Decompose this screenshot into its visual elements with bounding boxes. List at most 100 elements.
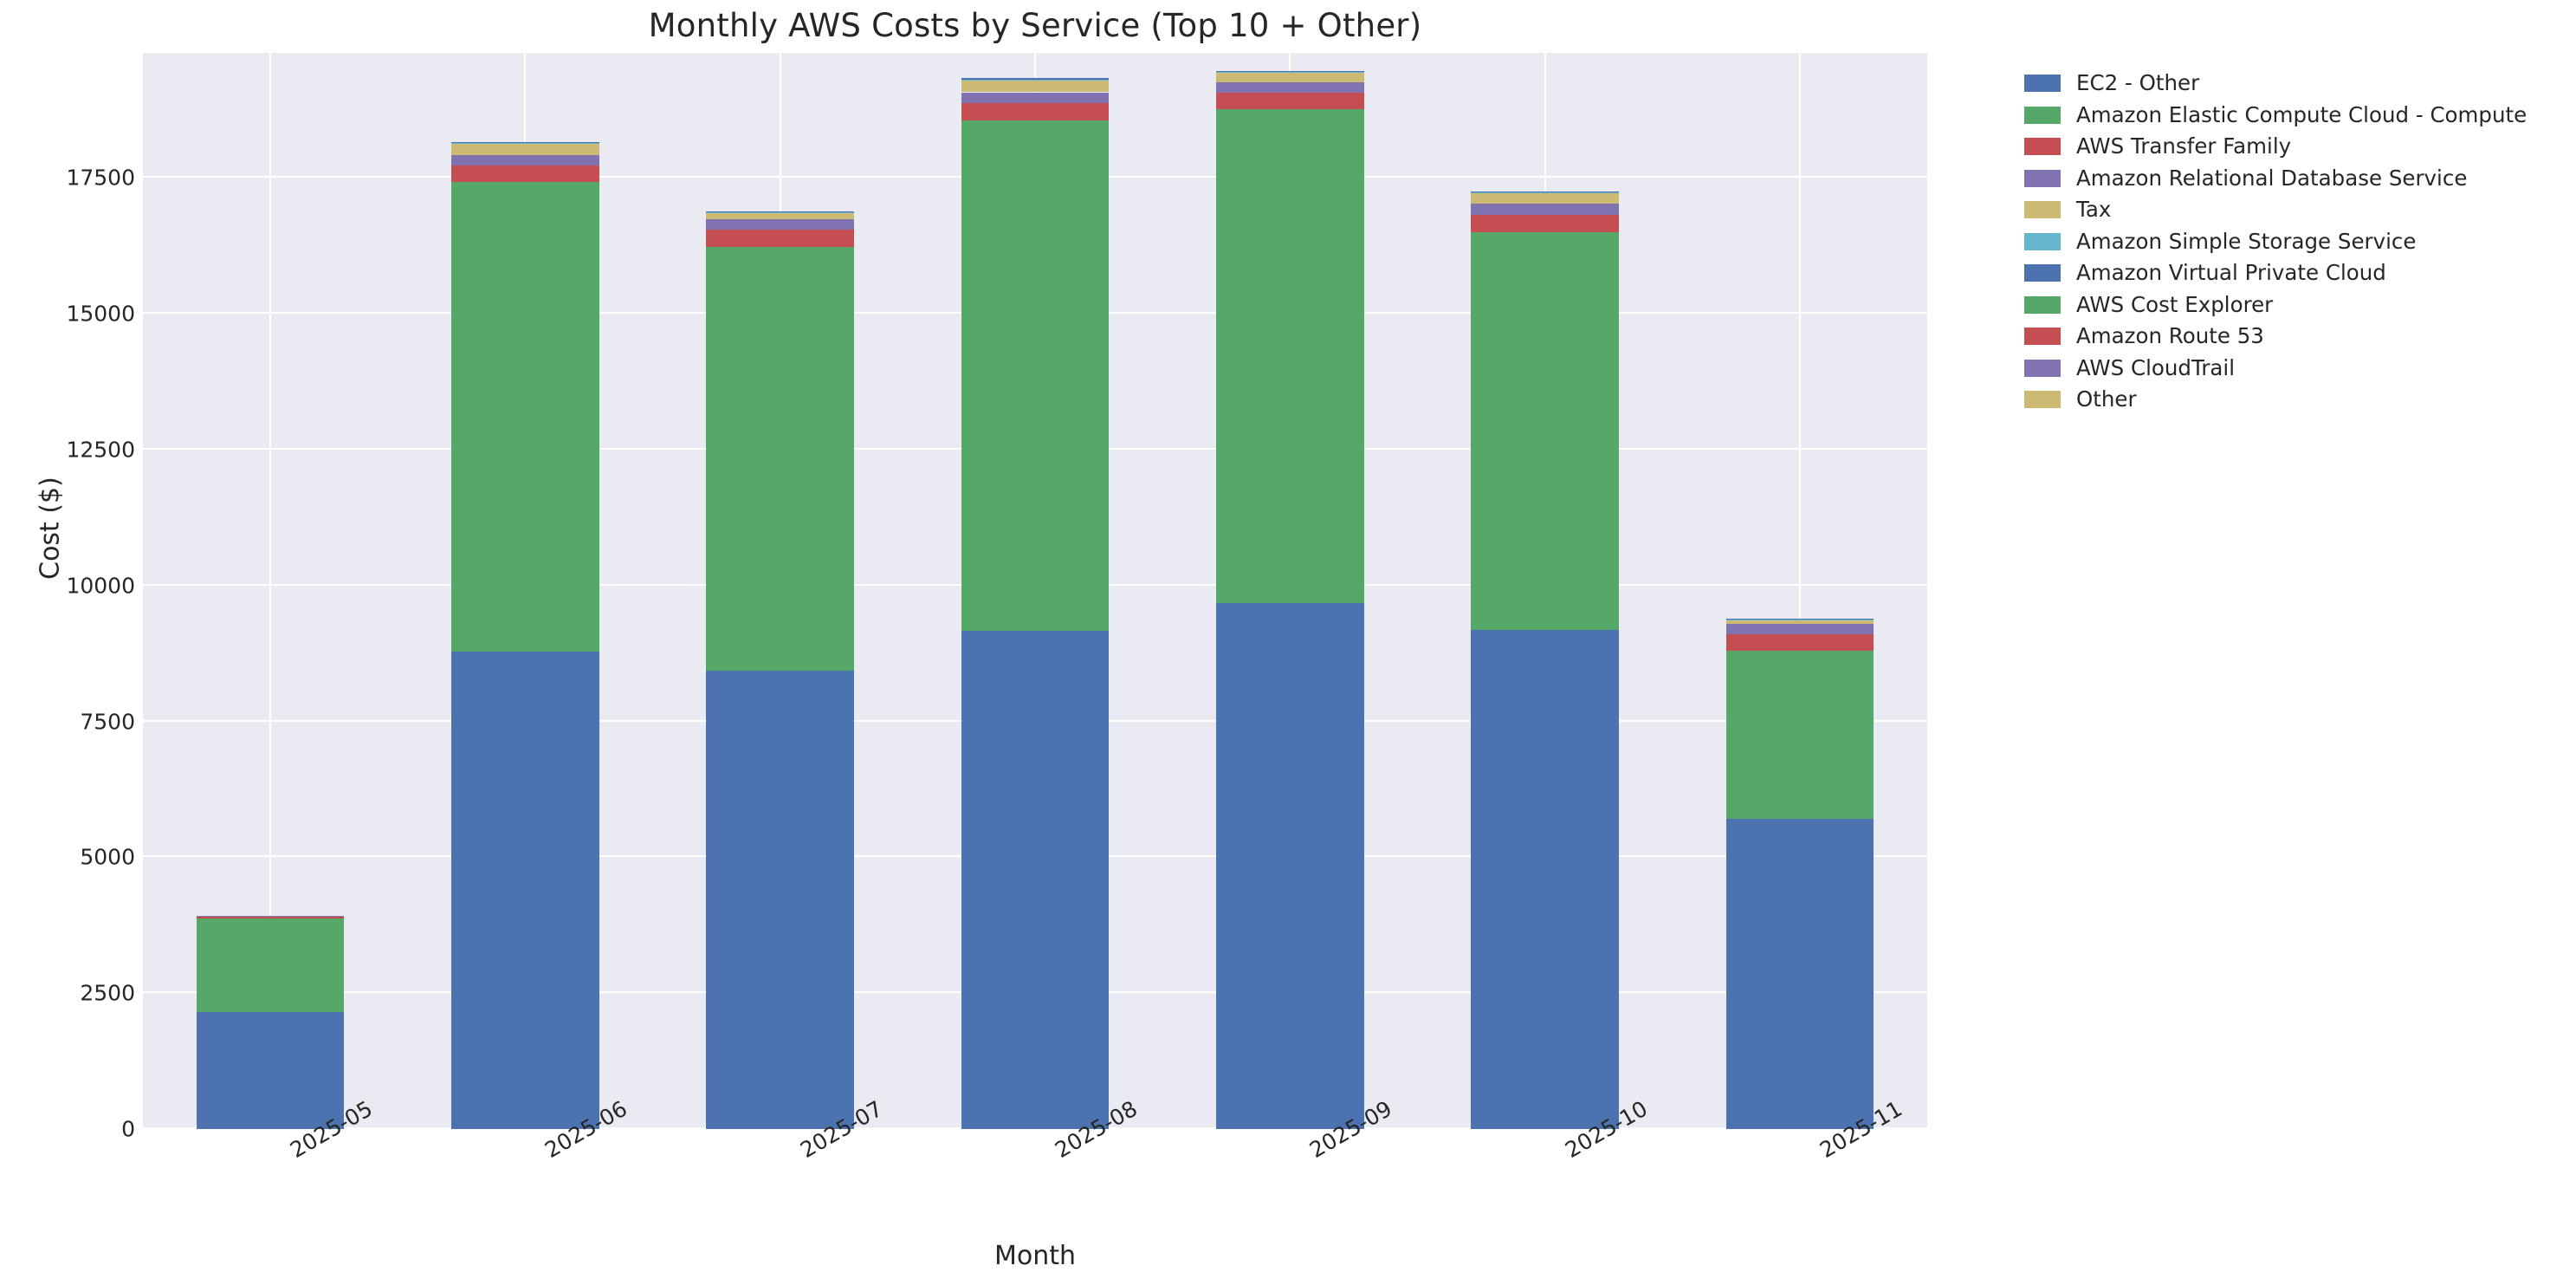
legend-item[interactable]: Amazon Virtual Private Cloud xyxy=(2024,257,2561,289)
x-tick-label: 2025-10 xyxy=(1560,1095,1652,1164)
bar-segment[interactable] xyxy=(1215,70,1364,72)
bar-segment[interactable] xyxy=(196,1012,345,1129)
bar-segment[interactable] xyxy=(1471,232,1619,631)
bar-segment[interactable] xyxy=(706,229,855,247)
bar-segment[interactable] xyxy=(1725,819,1874,1129)
bar-segment[interactable] xyxy=(961,79,1110,81)
bar-2025-10[interactable] xyxy=(1471,191,1619,1129)
bar-segment[interactable] xyxy=(451,143,599,145)
bar-segment[interactable] xyxy=(1725,620,1874,624)
legend-label: Tax xyxy=(2076,197,2112,222)
legend-label: EC2 - Other xyxy=(2076,70,2200,95)
bar-segment[interactable] xyxy=(961,81,1110,93)
legend-label: Other xyxy=(2076,386,2137,412)
legend-label: Amazon Simple Storage Service xyxy=(2076,228,2417,254)
bar-segment[interactable] xyxy=(706,213,855,219)
y-tick-label: 12500 xyxy=(66,437,135,463)
bar-segment[interactable] xyxy=(1725,633,1874,651)
x-tick-label: 2025-08 xyxy=(1051,1095,1142,1164)
legend-item[interactable]: AWS Cost Explorer xyxy=(2024,289,2561,321)
legend-label: AWS Cost Explorer xyxy=(2076,291,2274,317)
legend-item[interactable]: Amazon Route 53 xyxy=(2024,321,2561,353)
bar-segment[interactable] xyxy=(706,246,855,671)
legend-color-swatch xyxy=(2024,169,2061,187)
bar-segment[interactable] xyxy=(961,630,1110,1129)
bar-segment[interactable] xyxy=(1471,192,1619,194)
bar-segment[interactable] xyxy=(706,670,855,1129)
bar-segment[interactable] xyxy=(961,77,1110,80)
legend-color-swatch xyxy=(2024,106,2061,124)
bar-segment[interactable] xyxy=(451,144,599,155)
gridline-vertical xyxy=(1798,53,1801,1129)
bar-segment[interactable] xyxy=(451,652,599,1129)
bar-segment[interactable] xyxy=(706,212,855,214)
bar-segment[interactable] xyxy=(196,915,345,917)
bar-segment[interactable] xyxy=(1215,602,1364,1129)
legend-item[interactable]: EC2 - Other xyxy=(2024,68,2561,100)
x-axis-label: Month xyxy=(994,1241,1077,1271)
bar-segment[interactable] xyxy=(1215,81,1364,93)
legend-label: AWS CloudTrail xyxy=(2076,354,2236,380)
legend-item[interactable]: Amazon Elastic Compute Cloud - Compute xyxy=(2024,100,2561,132)
chart-legend: EC2 - Other Amazon Elastic Compute Cloud … xyxy=(2024,68,2561,416)
legend-label: Amazon Elastic Compute Cloud - Compute xyxy=(2076,101,2527,127)
bar-2025-06[interactable] xyxy=(451,142,599,1129)
bar-segment[interactable] xyxy=(451,142,599,144)
legend-color-swatch xyxy=(2024,201,2061,219)
legend-color-swatch xyxy=(2024,359,2061,377)
y-axis-label: Cost ($) xyxy=(35,477,66,580)
legend-color-swatch xyxy=(2024,75,2061,93)
bar-segment[interactable] xyxy=(1725,651,1874,820)
legend-item[interactable]: Amazon Relational Database Service xyxy=(2024,163,2561,195)
bar-segment[interactable] xyxy=(1471,193,1619,204)
bar-segment[interactable] xyxy=(1215,73,1364,82)
bar-segment[interactable] xyxy=(1471,214,1619,232)
legend-item[interactable]: AWS Transfer Family xyxy=(2024,131,2561,163)
legend-color-swatch xyxy=(2024,264,2061,282)
y-tick-label: 7500 xyxy=(80,709,135,735)
legend-item[interactable]: Amazon Simple Storage Service xyxy=(2024,226,2561,258)
bar-2025-07[interactable] xyxy=(706,211,855,1129)
x-tick-label: 2025-07 xyxy=(795,1095,887,1164)
bar-segment[interactable] xyxy=(196,918,345,1013)
bar-2025-05[interactable] xyxy=(196,915,345,1129)
legend-color-swatch xyxy=(2024,328,2061,346)
bar-segment[interactable] xyxy=(1215,92,1364,110)
legend-color-swatch xyxy=(2024,295,2061,314)
bar-segment[interactable] xyxy=(1215,71,1364,74)
bar-segment[interactable] xyxy=(961,102,1110,120)
bar-2025-09[interactable] xyxy=(1215,70,1364,1129)
y-tick-label: 17500 xyxy=(66,165,135,191)
bar-segment[interactable] xyxy=(961,92,1110,103)
legend-label: Amazon Route 53 xyxy=(2076,323,2264,348)
bar-segment[interactable] xyxy=(1471,204,1619,215)
bar-segment[interactable] xyxy=(196,916,345,919)
legend-color-swatch xyxy=(2024,391,2061,409)
legend-color-swatch xyxy=(2024,232,2061,250)
legend-item[interactable]: AWS CloudTrail xyxy=(2024,353,2561,385)
x-tick-label: 2025-09 xyxy=(1305,1095,1397,1164)
y-tick-label: 10000 xyxy=(66,573,135,599)
bar-segment[interactable] xyxy=(706,211,855,213)
bar-segment[interactable] xyxy=(1725,623,1874,634)
bar-segment[interactable] xyxy=(1725,618,1874,620)
bar-segment[interactable] xyxy=(1471,191,1619,193)
bar-segment[interactable] xyxy=(451,182,599,652)
bar-segment[interactable] xyxy=(451,165,599,183)
legend-label: AWS Transfer Family xyxy=(2076,133,2292,159)
gridline-vertical xyxy=(269,53,272,1129)
y-tick-label: 2500 xyxy=(80,980,135,1006)
bar-segment[interactable] xyxy=(451,154,599,165)
bar-segment[interactable] xyxy=(1471,630,1619,1129)
legend-label: Amazon Relational Database Service xyxy=(2076,165,2468,191)
bar-segment[interactable] xyxy=(706,218,855,230)
bar-2025-11[interactable] xyxy=(1725,618,1874,1129)
chart-title: Monthly AWS Costs by Service (Top 10 + O… xyxy=(648,7,1422,44)
y-tick-label: 0 xyxy=(121,1116,135,1142)
legend-item[interactable]: Other xyxy=(2024,384,2561,416)
legend-item[interactable]: Tax xyxy=(2024,194,2561,226)
x-tick-label: 2025-06 xyxy=(540,1095,632,1164)
bar-segment[interactable] xyxy=(1215,109,1364,603)
bar-2025-08[interactable] xyxy=(961,77,1110,1129)
bar-segment[interactable] xyxy=(961,120,1110,631)
